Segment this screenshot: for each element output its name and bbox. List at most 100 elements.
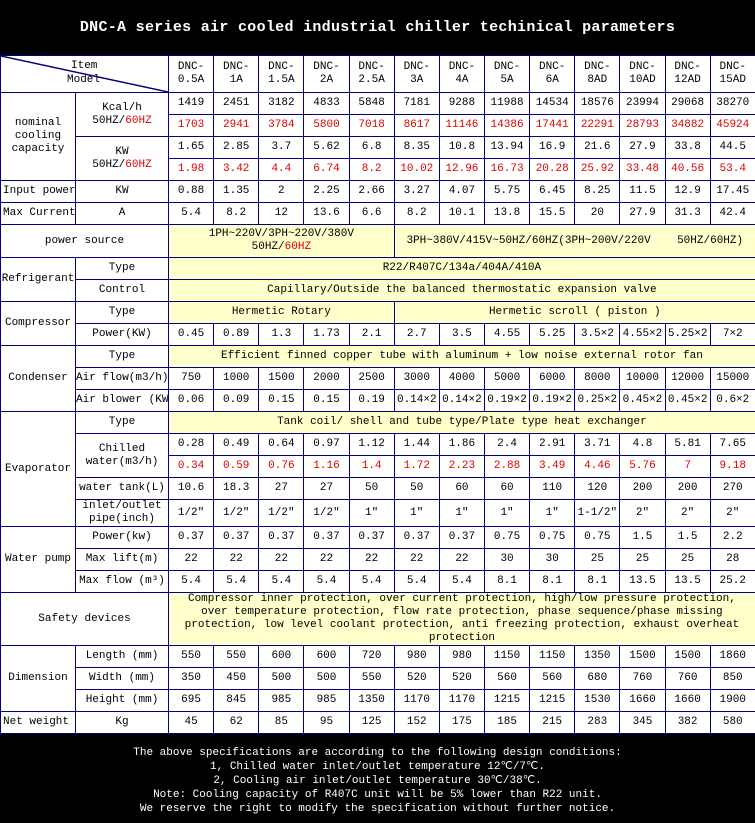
item-model-header: Item Model xyxy=(1,56,169,93)
value-cell: 3784 xyxy=(259,115,304,137)
footer-line: Note: Cooling capacity of R407C unit wil… xyxy=(0,788,755,802)
value-cell: 12000 xyxy=(665,368,710,390)
value-cell: 0.25×2 xyxy=(575,390,620,412)
value-cell: 8.2 xyxy=(349,159,394,181)
value-cell: 10000 xyxy=(620,368,665,390)
value-cell: 33.8 xyxy=(665,137,710,159)
footer-line: The above specifications are according t… xyxy=(0,746,755,760)
width-label: Width (mm) xyxy=(76,668,169,690)
power-source-label: power source xyxy=(1,225,169,258)
value-cell: 200 xyxy=(620,478,665,500)
footer-notes: The above specifications are according t… xyxy=(0,734,755,823)
value-cell: 350 xyxy=(169,668,214,690)
value-cell: 4.46 xyxy=(575,456,620,478)
safety-label: Safety devices xyxy=(1,593,169,646)
value-cell: 4.07 xyxy=(439,181,484,203)
value-cell: 4000 xyxy=(439,368,484,390)
value-cell: 12.96 xyxy=(439,159,484,181)
value-cell: 283 xyxy=(575,712,620,734)
value-cell: 200 xyxy=(665,478,710,500)
value-cell: 22 xyxy=(439,549,484,571)
value-cell: 5.75 xyxy=(484,181,529,203)
value-cell: 550 xyxy=(169,646,214,668)
value-cell: 4833 xyxy=(304,93,349,115)
value-cell: 3.42 xyxy=(214,159,259,181)
value-cell: 44.5 xyxy=(710,137,755,159)
value-cell: 40.56 xyxy=(665,159,710,181)
value-cell: 1" xyxy=(439,500,484,527)
value-cell: 34882 xyxy=(665,115,710,137)
value-cell: 17441 xyxy=(530,115,575,137)
value-cell: 9.18 xyxy=(710,456,755,478)
value-cell: 345 xyxy=(620,712,665,734)
value-cell: 1.12 xyxy=(349,434,394,456)
value-cell: 2.85 xyxy=(214,137,259,159)
evaporator-type: Tank coil/ shell and tube type/Plate typ… xyxy=(169,412,755,434)
value-cell: 2.25 xyxy=(304,181,349,203)
value-cell: 2500 xyxy=(349,368,394,390)
value-cell: 2.4 xyxy=(484,434,529,456)
value-cell: 0.14×2 xyxy=(394,390,439,412)
value-cell: 750 xyxy=(169,368,214,390)
evaporator-label: Evaporator xyxy=(1,412,76,527)
value-cell: 5.25 xyxy=(530,324,575,346)
value-cell: 29068 xyxy=(665,93,710,115)
value-cell: 5.76 xyxy=(620,456,665,478)
value-cell: 1/2" xyxy=(304,500,349,527)
value-cell: 550 xyxy=(349,668,394,690)
value-cell: 215 xyxy=(530,712,575,734)
value-cell: 110 xyxy=(530,478,575,500)
refrigerant-control: Capillary/Outside the balanced thermosta… xyxy=(169,280,755,302)
value-cell: 60 xyxy=(484,478,529,500)
value-cell: 5.4 xyxy=(214,571,259,593)
footer-line: We reserve the right to modify the speci… xyxy=(0,802,755,816)
value-cell: 1.73 xyxy=(304,324,349,346)
value-cell: 6.8 xyxy=(349,137,394,159)
value-cell: 1000 xyxy=(214,368,259,390)
value-cell: 10.02 xyxy=(394,159,439,181)
value-cell: 5.81 xyxy=(665,434,710,456)
value-cell: 0.37 xyxy=(214,527,259,549)
value-cell: 0.37 xyxy=(304,527,349,549)
value-cell: 12 xyxy=(259,203,304,225)
evaporator-type-label: Type xyxy=(76,412,169,434)
refrigerant-type: R22/R407C/134a/404A/410A xyxy=(169,258,755,280)
value-cell: 7.65 xyxy=(710,434,755,456)
value-cell: 2" xyxy=(710,500,755,527)
chilled-water-label: Chilled water(m3/h) xyxy=(76,434,169,478)
value-cell: 760 xyxy=(665,668,710,690)
value-cell: 520 xyxy=(394,668,439,690)
value-cell: 500 xyxy=(259,668,304,690)
pump-lift-label: Max lift(m) xyxy=(76,549,169,571)
value-cell: 0.37 xyxy=(259,527,304,549)
value-cell: 0.6×2 xyxy=(710,390,755,412)
value-cell: 0.64 xyxy=(259,434,304,456)
value-cell: 2.88 xyxy=(484,456,529,478)
value-cell: 5.4 xyxy=(394,571,439,593)
value-cell: 18.3 xyxy=(214,478,259,500)
value-cell: 14534 xyxy=(530,93,575,115)
value-cell: 560 xyxy=(530,668,575,690)
value-cell: 30 xyxy=(484,549,529,571)
value-cell: 3.27 xyxy=(394,181,439,203)
value-cell: 985 xyxy=(259,690,304,712)
value-cell: 6000 xyxy=(530,368,575,390)
value-cell: 760 xyxy=(620,668,665,690)
value-cell: 4.55×2 xyxy=(620,324,665,346)
value-cell: 38270 xyxy=(710,93,755,115)
value-cell: 1170 xyxy=(439,690,484,712)
value-cell: 28793 xyxy=(620,115,665,137)
value-cell: 42.4 xyxy=(710,203,755,225)
value-cell: 13.5 xyxy=(620,571,665,593)
value-cell: 17.45 xyxy=(710,181,755,203)
input-power-unit: KW xyxy=(76,181,169,203)
model-header: DNC-3A xyxy=(394,56,439,93)
value-cell: 45924 xyxy=(710,115,755,137)
value-cell: 0.34 xyxy=(169,456,214,478)
value-cell: 6.6 xyxy=(349,203,394,225)
value-cell: 1/2" xyxy=(214,500,259,527)
